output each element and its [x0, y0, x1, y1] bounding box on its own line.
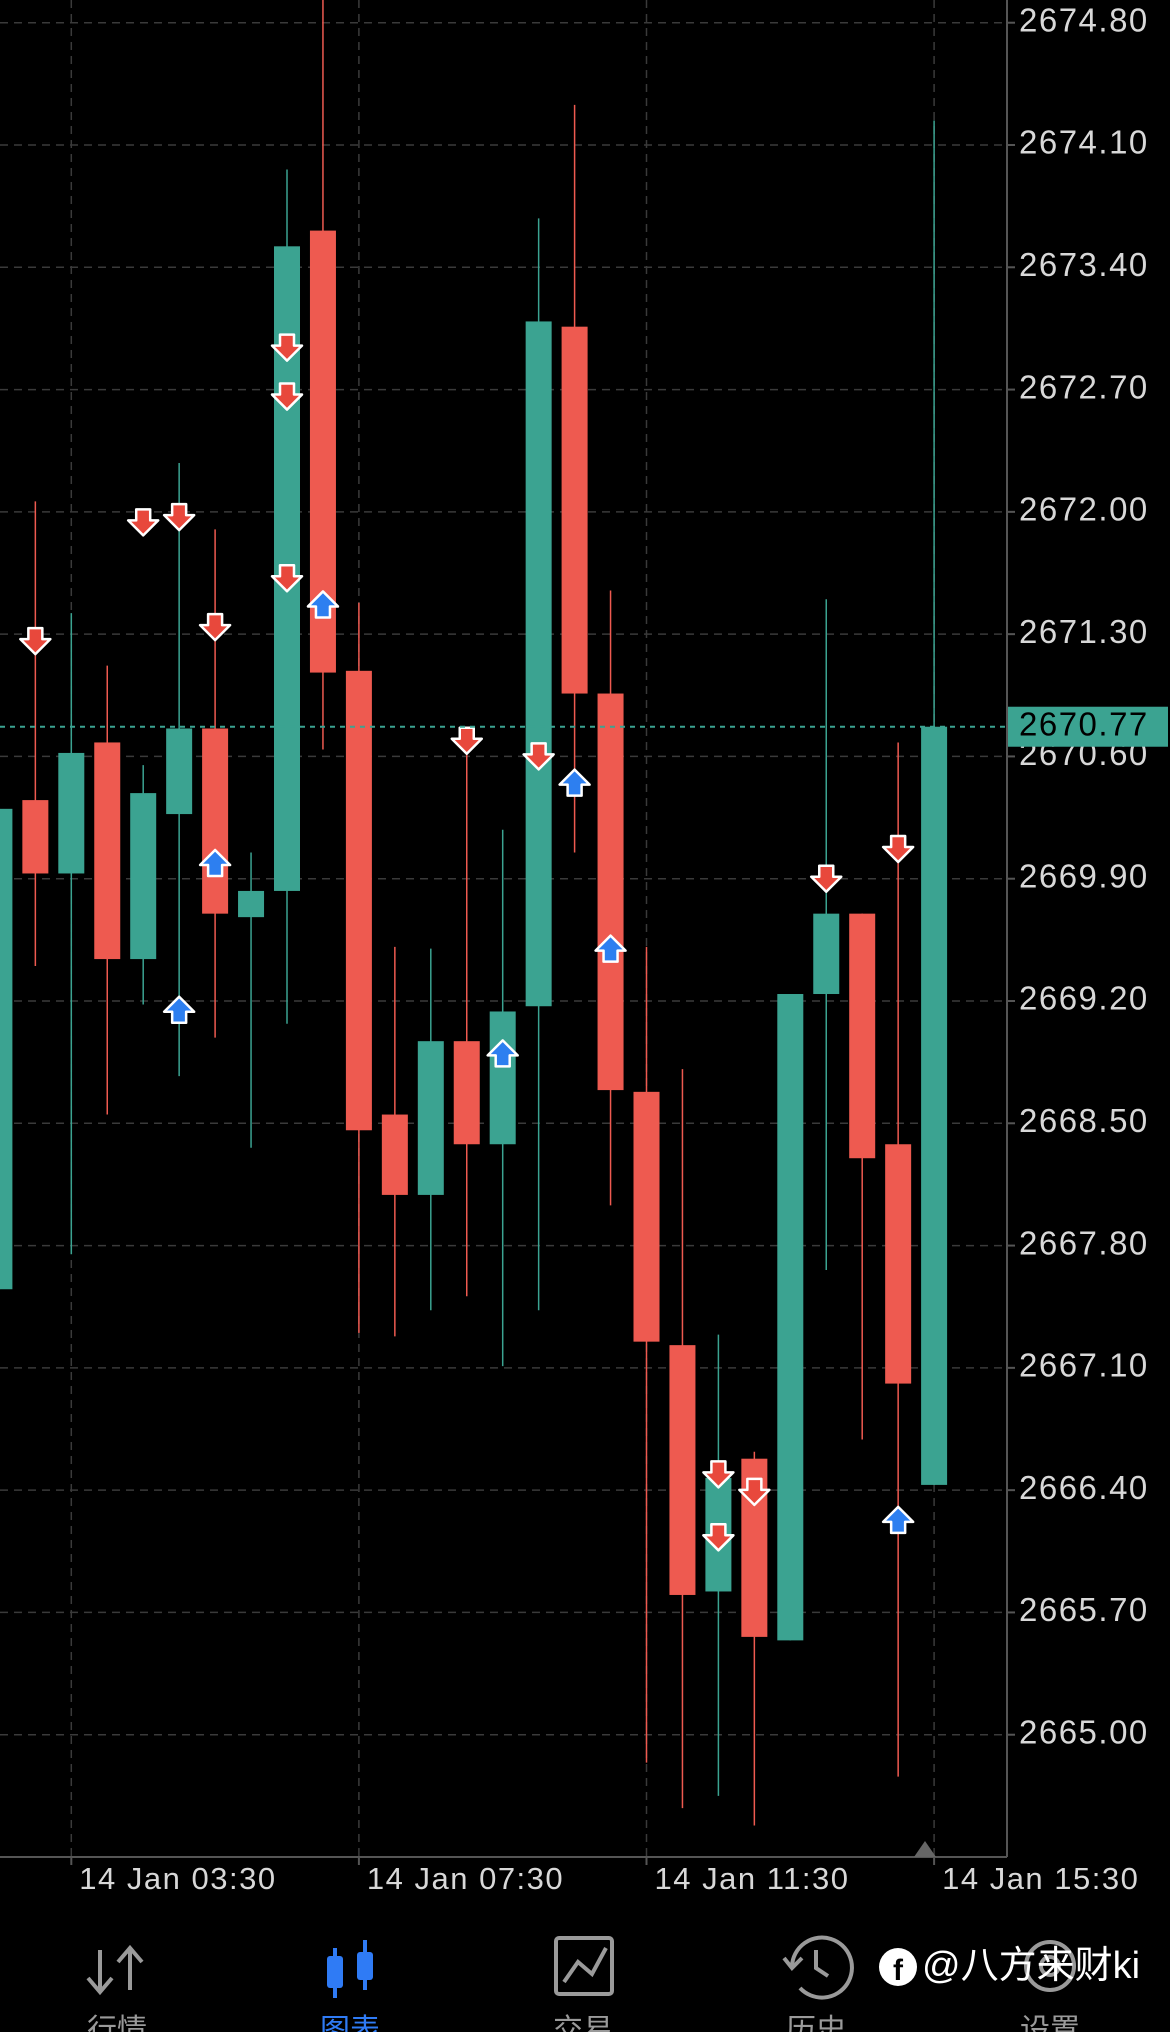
sell-arrow	[19, 626, 52, 656]
nav-label[interactable]: 交易	[553, 2014, 613, 2032]
candle-body	[417, 1041, 444, 1195]
sell-arrow	[702, 1460, 735, 1489]
candle-body	[849, 913, 876, 1159]
buy-arrow	[486, 1039, 519, 1068]
sell-arrow	[270, 382, 304, 411]
x-tick-label: 14 Jan 15:30	[942, 1861, 1139, 1896]
buy-arrow	[558, 768, 591, 797]
candle-body	[166, 728, 193, 815]
candle-body	[633, 1091, 660, 1342]
sell-arrow	[522, 742, 555, 771]
candle-body	[381, 1114, 408, 1195]
nav-label[interactable]: 行情	[87, 2014, 147, 2032]
sell-arrow	[738, 1477, 771, 1507]
nav-label[interactable]: 历史	[786, 2014, 846, 2032]
sell-arrow	[270, 563, 304, 593]
bottom-nav: f @八方来财ki 行情 图表 交易 历史 设置	[86, 1935, 1140, 2032]
sell-arrow	[450, 726, 483, 755]
sell-arrow	[126, 508, 160, 537]
candle-body	[22, 800, 49, 874]
y-tick-label: 2669.90	[1019, 857, 1149, 894]
sell-arrow	[270, 333, 304, 362]
candle-body	[94, 742, 121, 960]
trade-markers	[19, 333, 915, 1552]
candle-body	[777, 994, 804, 1641]
buy-arrow	[881, 1505, 915, 1535]
shift-marker	[914, 1841, 936, 1857]
settings-icon[interactable]	[1024, 1940, 1076, 1992]
sell-arrow	[881, 834, 915, 864]
y-tick-label: 2667.80	[1019, 1224, 1149, 1261]
candle-body	[561, 326, 588, 694]
svg-text:f: f	[893, 1954, 904, 1987]
buy-arrow	[162, 995, 196, 1024]
buy-arrow	[594, 934, 627, 963]
candle-body	[238, 890, 265, 918]
sell-arrow	[198, 612, 232, 642]
sell-arrow	[810, 864, 843, 893]
x-tick-label: 14 Jan 07:30	[367, 1861, 564, 1896]
x-tick-label: 14 Jan 03:30	[79, 1861, 276, 1896]
candle-body	[525, 321, 552, 1007]
candle-body	[58, 752, 85, 874]
candle-body	[921, 726, 948, 1485]
buy-arrow	[306, 590, 340, 619]
candle-body	[0, 808, 13, 1290]
candle-body	[130, 793, 157, 960]
y-tick-label: 2674.10	[1019, 124, 1149, 161]
y-tick-label: 2665.00	[1019, 1713, 1149, 1750]
axes: 2674.80 2674.10 2673.40 2672.70 2672.00 2671.…	[0, 0, 1168, 1896]
chart-icon[interactable]	[327, 1940, 373, 1998]
candle-body	[597, 693, 624, 1091]
history-icon[interactable]	[782, 1935, 854, 2000]
sell-arrow	[162, 502, 196, 532]
candle-body	[489, 1011, 516, 1145]
candle-body	[885, 1144, 912, 1384]
y-tick-label: 2665.70	[1019, 1591, 1149, 1628]
current-price-label: 2670.77	[1019, 705, 1149, 742]
y-tick-label: 2673.40	[1019, 246, 1149, 283]
quotes-icon[interactable]	[86, 1944, 144, 1996]
watermark: @八方来财ki	[922, 1945, 1140, 1987]
candle-body	[345, 670, 372, 1131]
nav-label[interactable]: 图表	[320, 2014, 380, 2032]
candle-body	[669, 1345, 696, 1595]
x-tick-label: 14 Jan 11:30	[655, 1861, 850, 1896]
y-tick-label: 2674.80	[1019, 1, 1149, 38]
current-price-box	[1008, 706, 1168, 747]
y-tick-label: 2668.50	[1019, 1102, 1149, 1139]
nav-label[interactable]: 设置	[1020, 2014, 1080, 2032]
candle-body	[202, 728, 229, 914]
watermark-icon: f	[879, 1948, 917, 1987]
y-tick-label: 2671.30	[1019, 613, 1149, 650]
buy-arrow	[198, 848, 232, 878]
trade-icon[interactable]	[554, 1936, 614, 1996]
y-tick-label: 2666.40	[1019, 1469, 1149, 1506]
candle-body	[453, 1041, 480, 1145]
y-tick-label: 2669.20	[1019, 980, 1149, 1017]
candle-body	[813, 913, 840, 995]
y-tick-label: 2667.10	[1019, 1347, 1149, 1384]
y-tick-label: 2672.70	[1019, 368, 1149, 405]
y-tick-label: 2672.00	[1019, 491, 1149, 528]
sell-arrow	[702, 1523, 735, 1552]
